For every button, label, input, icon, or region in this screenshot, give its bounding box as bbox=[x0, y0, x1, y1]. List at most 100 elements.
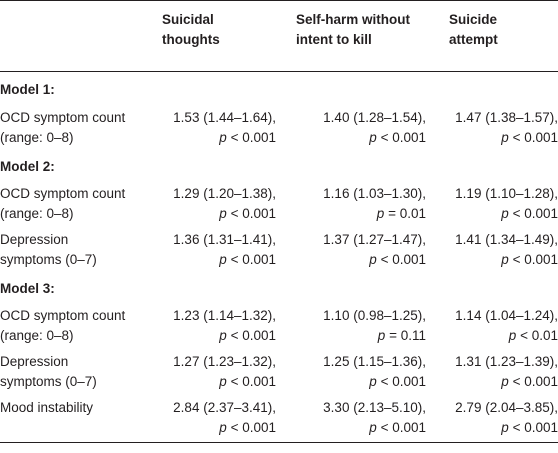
row-label-line: Mood instability bbox=[0, 399, 94, 415]
odds-ratio-cell: 1.41 (1.34–1.49), p < 0.001 bbox=[432, 227, 558, 273]
row-label-line: symptoms (0–7) bbox=[0, 251, 97, 267]
odds-ratio-value: 2.79 (2.04–3.85), bbox=[455, 399, 558, 415]
table-row: OCD symptom count (range: 0–8) 1.23 (1.14–… bbox=[0, 303, 558, 349]
p-value: < 0.001 bbox=[230, 251, 276, 267]
p-symbol: p bbox=[377, 327, 386, 343]
model-heading-row: Model 2: bbox=[0, 151, 558, 181]
odds-ratio-cell: 1.27 (1.23–1.32), p < 0.001 bbox=[132, 349, 282, 395]
odds-ratio-value: 1.25 (1.15–1.36), bbox=[323, 353, 426, 369]
odds-ratio-value: 1.41 (1.34–1.49), bbox=[455, 231, 558, 247]
odds-ratio-value: 1.14 (1.04–1.24), bbox=[455, 307, 558, 323]
model-title: Model 3: bbox=[0, 280, 55, 296]
header-text: thoughts bbox=[162, 32, 220, 47]
p-value: < 0.001 bbox=[512, 373, 558, 389]
p-symbol: p bbox=[501, 251, 509, 267]
p-value-line: p < 0.001 bbox=[132, 418, 276, 438]
p-value: < 0.001 bbox=[380, 251, 426, 267]
p-value-line: p < 0.001 bbox=[132, 250, 276, 270]
p-value: < 0.001 bbox=[380, 129, 426, 145]
header-text: intent to kill bbox=[296, 32, 372, 47]
p-value: < 0.001 bbox=[512, 251, 558, 267]
odds-ratio-cell: 1.10 (0.98–1.25), p = 0.11 bbox=[282, 303, 432, 349]
p-symbol: p bbox=[369, 129, 377, 145]
p-symbol: p bbox=[219, 205, 227, 221]
p-value-line: p < 0.001 bbox=[282, 128, 426, 148]
odds-ratio-cell: 1.40 (1.28–1.54), p < 0.001 bbox=[282, 105, 432, 151]
p-value-line: p < 0.001 bbox=[132, 128, 276, 148]
p-symbol: p bbox=[376, 205, 385, 221]
row-label-line: (range: 0–8) bbox=[0, 205, 74, 221]
p-symbol: p bbox=[508, 327, 517, 343]
p-value: < 0.01 bbox=[520, 327, 558, 343]
odds-ratio-value: 1.16 (1.03–1.30), bbox=[323, 185, 426, 201]
p-symbol: p bbox=[501, 373, 509, 389]
p-value-line: p < 0.001 bbox=[132, 204, 276, 224]
odds-ratio-value: 1.10 (0.98–1.25), bbox=[323, 307, 426, 323]
p-value-line: p = 0.11 bbox=[282, 326, 426, 346]
row-label: OCD symptom count (range: 0–8) bbox=[0, 303, 132, 349]
p-value: = 0.01 bbox=[388, 205, 426, 221]
table-row: Depression symptoms (0–7) 1.27 (1.23–1.32)… bbox=[0, 349, 558, 395]
p-symbol: p bbox=[501, 419, 509, 435]
table-row: OCD symptom count (range: 0–8) 1.29 (1.20–… bbox=[0, 181, 558, 227]
table-row: Depression symptoms (0–7) 1.36 (1.31–1.41)… bbox=[0, 227, 558, 273]
odds-ratio-cell: 1.19 (1.10–1.28), p < 0.001 bbox=[432, 181, 558, 227]
p-value-line: p < 0.001 bbox=[282, 250, 426, 270]
row-label-line: OCD symptom count bbox=[0, 185, 126, 201]
row-label: OCD symptom count (range: 0–8) bbox=[0, 105, 132, 151]
row-label: Depression symptoms (0–7) bbox=[0, 349, 132, 395]
p-value: < 0.001 bbox=[230, 327, 276, 343]
header-suicide-attempt: Suicide attempt bbox=[432, 1, 558, 72]
p-value: < 0.001 bbox=[230, 205, 276, 221]
p-symbol: p bbox=[501, 129, 509, 145]
results-table: Suicidal thoughts Self-harm without inte… bbox=[0, 0, 558, 443]
odds-ratio-cell: 2.84 (2.37–3.41), p < 0.001 bbox=[132, 395, 282, 443]
row-label-line: (range: 0–8) bbox=[0, 327, 74, 343]
row-label-line: symptoms (0–7) bbox=[0, 373, 97, 389]
p-value: < 0.001 bbox=[512, 129, 558, 145]
p-symbol: p bbox=[369, 419, 377, 435]
odds-ratio-cell: 1.36 (1.31–1.41), p < 0.001 bbox=[132, 227, 282, 273]
header-self-harm: Self-harm without intent to kill bbox=[282, 1, 432, 72]
header-text: attempt bbox=[449, 32, 498, 47]
row-label-line: (range: 0–8) bbox=[0, 129, 74, 145]
header-text: Suicidal bbox=[162, 12, 214, 27]
p-symbol: p bbox=[219, 251, 227, 267]
p-symbol: p bbox=[219, 419, 227, 435]
header-text: Self-harm without bbox=[296, 12, 410, 27]
row-label-line: OCD symptom count bbox=[0, 307, 126, 323]
odds-ratio-value: 1.23 (1.14–1.32), bbox=[173, 307, 276, 323]
odds-ratio-cell: 1.37 (1.27–1.47), p < 0.001 bbox=[282, 227, 432, 273]
p-value-line: p < 0.001 bbox=[432, 372, 558, 392]
p-symbol: p bbox=[219, 129, 227, 145]
odds-ratio-cell: 2.79 (2.04–3.85), p < 0.001 bbox=[432, 395, 558, 443]
p-value: < 0.001 bbox=[230, 373, 276, 389]
odds-ratio-value: 1.27 (1.23–1.32), bbox=[173, 353, 276, 369]
p-symbol: p bbox=[219, 373, 227, 389]
odds-ratio-cell: 1.25 (1.15–1.36), p < 0.001 bbox=[282, 349, 432, 395]
odds-ratio-value: 1.36 (1.31–1.41), bbox=[173, 231, 276, 247]
p-symbol: p bbox=[369, 251, 377, 267]
table-row: Mood instability 2.84 (2.37–3.41), p < 0.0… bbox=[0, 395, 558, 443]
model-heading-row: Model 3: bbox=[0, 273, 558, 303]
p-value: < 0.001 bbox=[380, 419, 426, 435]
row-label-line: OCD symptom count bbox=[0, 109, 126, 125]
p-value: < 0.001 bbox=[230, 419, 276, 435]
p-value-line: p < 0.001 bbox=[132, 326, 276, 346]
odds-ratio-value: 2.84 (2.37–3.41), bbox=[173, 399, 276, 415]
odds-ratio-cell: 3.30 (2.13–5.10), p < 0.001 bbox=[282, 395, 432, 443]
odds-ratio-value: 1.29 (1.20–1.38), bbox=[173, 185, 276, 201]
table-body: Model 1: OCD symptom count (range: 0–8) 1.5… bbox=[0, 72, 558, 443]
odds-ratio-value: 1.40 (1.28–1.54), bbox=[323, 109, 426, 125]
p-value: < 0.001 bbox=[380, 373, 426, 389]
row-label: Mood instability bbox=[0, 395, 132, 443]
model-title: Model 1: bbox=[0, 82, 55, 97]
p-value-line: p < 0.001 bbox=[282, 372, 426, 392]
p-value-line: p < 0.001 bbox=[282, 418, 426, 438]
odds-ratio-cell: 1.31 (1.23–1.39), p < 0.001 bbox=[432, 349, 558, 395]
p-value-line: p < 0.01 bbox=[432, 326, 558, 346]
row-label-line: Depression bbox=[0, 353, 69, 369]
odds-ratio-value: 1.47 (1.38–1.57), bbox=[455, 109, 558, 125]
p-value-line: p < 0.001 bbox=[432, 204, 558, 224]
